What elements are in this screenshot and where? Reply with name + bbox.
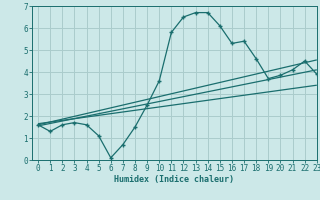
- X-axis label: Humidex (Indice chaleur): Humidex (Indice chaleur): [115, 175, 234, 184]
